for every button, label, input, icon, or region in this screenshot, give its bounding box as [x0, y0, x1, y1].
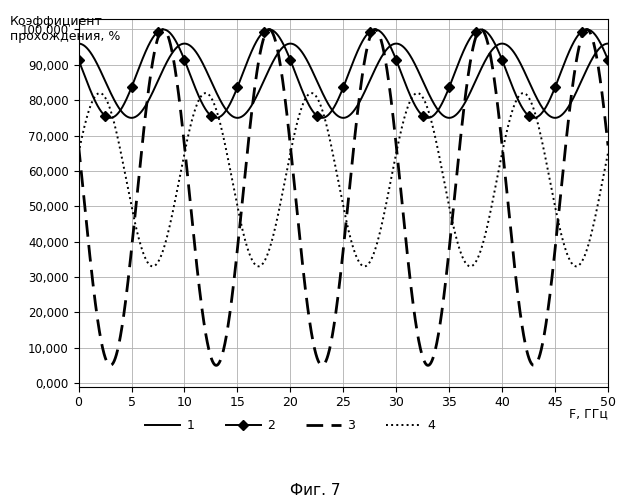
Text: F, ГГц: F, ГГц	[569, 407, 608, 420]
Legend: 1, 2, 3, 4: 1, 2, 3, 4	[140, 414, 440, 438]
Text: Фиг. 7: Фиг. 7	[290, 483, 341, 498]
Text: Коэффициент
прохождения, %: Коэффициент прохождения, %	[9, 15, 120, 43]
